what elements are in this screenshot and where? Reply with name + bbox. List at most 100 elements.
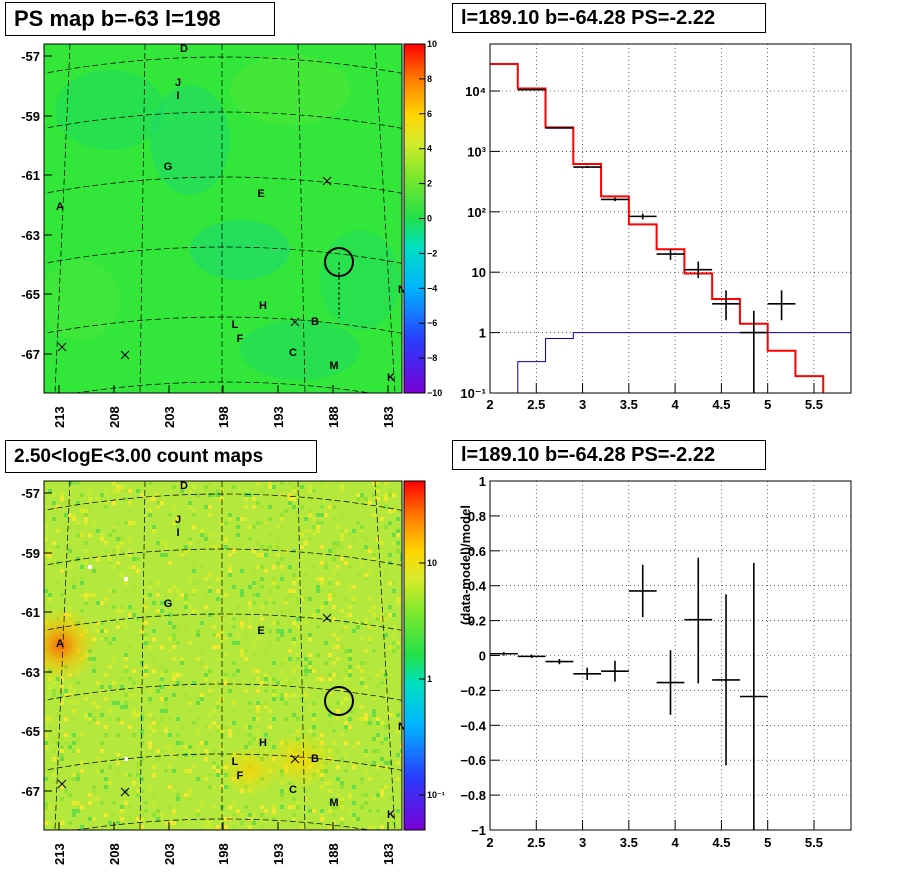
res-y-tick-label: −0.4 xyxy=(460,718,486,733)
hotspot-b xyxy=(265,732,335,788)
ps-colorbar-tick-label: 2 xyxy=(427,179,432,189)
source-label-d: D xyxy=(180,43,188,55)
lat-tick-label: -65 xyxy=(21,724,40,739)
residual-panel: 2 2.5 3 3.5 4 4.5 5 5.5 −1 −0.8 −0.6 −0.4 −0.2 0 0.2 0.… xyxy=(458,474,852,850)
count-map-roi-circle xyxy=(324,686,354,716)
lat-tick-label: -67 xyxy=(21,784,40,799)
spec-x-tick-label: 5.5 xyxy=(805,397,823,412)
source-label-h: H xyxy=(259,737,267,749)
res-data-point xyxy=(712,594,740,766)
source-label-b: B xyxy=(311,316,319,328)
spec-y-tick-label: 1 xyxy=(479,326,486,341)
source-label-h: H xyxy=(259,300,267,312)
res-data-point xyxy=(490,652,518,656)
spectrum-series xyxy=(490,62,851,393)
res-x-tick-label: 3 xyxy=(579,835,586,850)
spec-data-point xyxy=(767,290,796,321)
lon-tick-label: 188 xyxy=(326,843,341,865)
lat-line xyxy=(44,613,402,631)
hotspot-a xyxy=(44,607,98,683)
lat-line xyxy=(44,56,402,74)
count-colorbar-ticks: 10 1 10⁻¹ xyxy=(419,558,445,800)
ps-colorbar-ticks: 10 8 6 4 2 0 −2 −4 −6 −8 −10 xyxy=(419,39,442,398)
spec-data-point xyxy=(712,290,740,321)
source-label-l: L xyxy=(232,756,239,768)
count-map-source-crosses xyxy=(57,613,332,797)
source-label-c: C xyxy=(289,784,297,796)
exposure-step-line xyxy=(517,332,851,393)
res-x-tick-label: 4.5 xyxy=(712,835,730,850)
spectrum-axes: 2 2.5 3 3.5 4 4.5 5 5.5 10⁻¹ 1 10 10² 10³ 10⁴ xyxy=(460,84,823,412)
lon-tick-label: 193 xyxy=(271,843,286,865)
ps-map-source-crosses xyxy=(57,176,332,360)
source-label-i: I xyxy=(176,527,179,539)
spec-data-point xyxy=(545,127,574,129)
source-label-g: G xyxy=(164,161,173,173)
spec-y-tick-label: 10 xyxy=(472,265,486,280)
title-spectrum: l=189.10 b=-64.28 PS=-2.22 xyxy=(452,3,766,33)
count-colorbar-tick-label: 10⁻¹ xyxy=(427,790,445,800)
source-label-g: G xyxy=(164,598,173,610)
res-y-tick-label: 0.2 xyxy=(468,614,486,629)
lat-tick-label: -65 xyxy=(21,287,40,302)
ps-map-lon-axis: 213 208 203 198 193 188 183 xyxy=(52,385,396,428)
res-x-tick-label: 4 xyxy=(672,835,680,850)
res-y-tick-label: 0 xyxy=(479,649,486,664)
source-label-m: M xyxy=(329,360,338,372)
source-label-l: L xyxy=(232,319,239,331)
source-label-m: M xyxy=(329,797,338,809)
ps-map-roi-circle xyxy=(324,247,354,277)
source-cross xyxy=(120,350,130,360)
source-cross xyxy=(120,787,130,797)
lat-line xyxy=(74,818,372,830)
ps-map-lat-axis: -57 -59 -61 -63 -65 -67 xyxy=(21,49,52,362)
res-y-tick-label: −0.6 xyxy=(460,753,486,768)
spec-y-tick-label: 10² xyxy=(467,205,486,220)
lon-line xyxy=(54,481,71,830)
lon-tick-label: 213 xyxy=(52,406,67,428)
source-label-k: K xyxy=(387,372,395,384)
count-colorbar-tick-label: 1 xyxy=(427,674,432,684)
res-y-tick-label: −0.2 xyxy=(460,683,486,698)
ps-colorbar-tick-label: −8 xyxy=(427,353,437,363)
res-data-point xyxy=(573,667,602,680)
res-x-tick-label: 5.5 xyxy=(805,835,823,850)
source-label-d: D xyxy=(180,480,188,492)
lat-tick-label: -61 xyxy=(21,168,40,183)
ps-colorbar-tick-label: −10 xyxy=(427,388,442,398)
lat-line xyxy=(44,683,402,701)
residual-axes: 2 2.5 3 3.5 4 4.5 5 5.5 −1 −0.8 −0.6 −0.4 −0.2 0 0.2 0.… xyxy=(460,474,823,850)
lon-tick-label: 208 xyxy=(107,843,122,865)
source-label-j: J xyxy=(175,514,181,526)
ps-colorbar xyxy=(404,44,425,393)
ps-colorbar-tick-label: 6 xyxy=(427,109,432,119)
lat-tick-label: -67 xyxy=(21,347,40,362)
source-label-c: C xyxy=(289,347,297,359)
spec-data-point xyxy=(517,88,546,91)
res-data-point xyxy=(517,654,546,659)
spec-y-tick-label: 10⁻¹ xyxy=(460,386,486,401)
spec-data-point xyxy=(573,165,602,169)
spec-data-point xyxy=(656,249,685,260)
lon-tick-label: 203 xyxy=(162,843,177,865)
res-x-tick-label: 3.5 xyxy=(620,835,638,850)
source-label-k: K xyxy=(387,809,395,821)
source-label-a: A xyxy=(56,201,64,213)
res-data-point xyxy=(739,563,768,830)
ps-colorbar-tick-label: −2 xyxy=(427,248,437,258)
res-y-tick-label: 0.4 xyxy=(468,579,487,594)
lon-line xyxy=(297,44,306,393)
title-count-map: 2.50<logE<3.00 count maps xyxy=(5,440,317,473)
spec-data-point xyxy=(628,213,657,220)
ps-colorbar-tick-label: −4 xyxy=(427,283,437,293)
res-y-tick-label: 0.6 xyxy=(468,544,486,559)
source-label-e: E xyxy=(257,625,264,637)
count-colorbar xyxy=(404,481,425,830)
lat-line xyxy=(44,753,402,771)
lat-tick-label: -61 xyxy=(21,605,40,620)
lon-tick-label: 203 xyxy=(162,406,177,428)
lat-tick-label: -57 xyxy=(21,486,40,501)
res-x-tick-label: 5 xyxy=(764,835,771,850)
source-label-b: B xyxy=(311,753,319,765)
